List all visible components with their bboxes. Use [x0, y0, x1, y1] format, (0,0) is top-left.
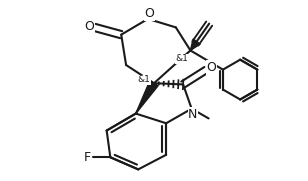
- Text: O: O: [85, 20, 95, 33]
- Polygon shape: [190, 39, 200, 50]
- Polygon shape: [136, 81, 158, 113]
- Text: N: N: [188, 108, 197, 121]
- Text: F: F: [84, 151, 91, 164]
- Text: O: O: [144, 7, 154, 20]
- Text: O: O: [207, 61, 217, 74]
- Text: &1: &1: [138, 75, 151, 84]
- Text: &1: &1: [176, 54, 188, 64]
